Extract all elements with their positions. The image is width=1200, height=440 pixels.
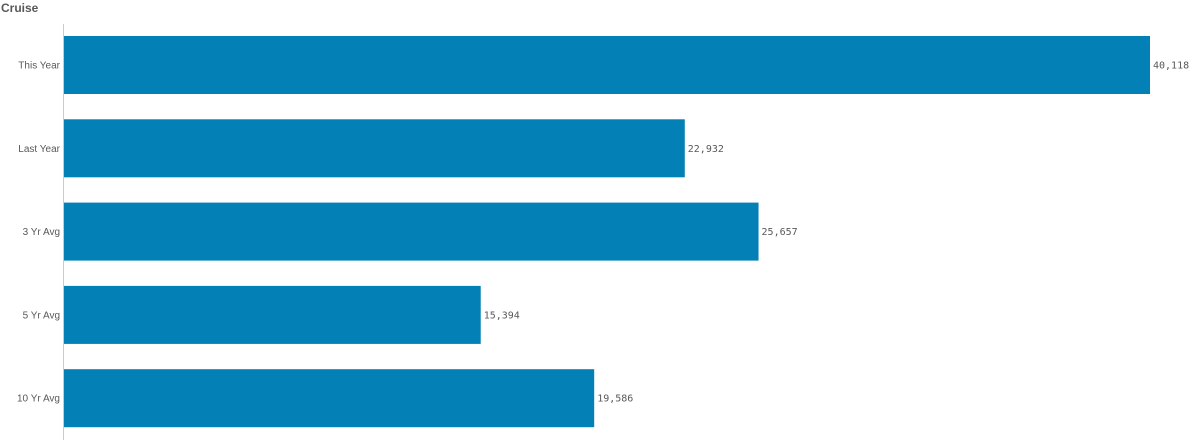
value-label: 19,586	[597, 394, 633, 405]
value-label: 15,394	[484, 310, 520, 321]
chart-title: Cruise	[1, 1, 39, 15]
bar-group: This Year 40,118 Last Year 22,932 3 Yr Avg 25…	[17, 36, 1189, 428]
value-label: 40,118	[1153, 61, 1189, 72]
bar[interactable]	[64, 369, 595, 428]
bar[interactable]	[64, 36, 1150, 94]
bar[interactable]	[64, 119, 685, 178]
value-label: 22,932	[688, 144, 724, 155]
bar[interactable]	[64, 202, 759, 261]
category-label: This Year	[18, 61, 60, 72]
category-label: 5 Yr Avg	[23, 310, 60, 321]
category-label: 3 Yr Avg	[23, 227, 60, 238]
category-label: 10 Yr Avg	[17, 394, 60, 405]
category-label: Last Year	[18, 144, 60, 155]
value-label: 25,657	[762, 227, 798, 238]
bar[interactable]	[64, 285, 481, 344]
